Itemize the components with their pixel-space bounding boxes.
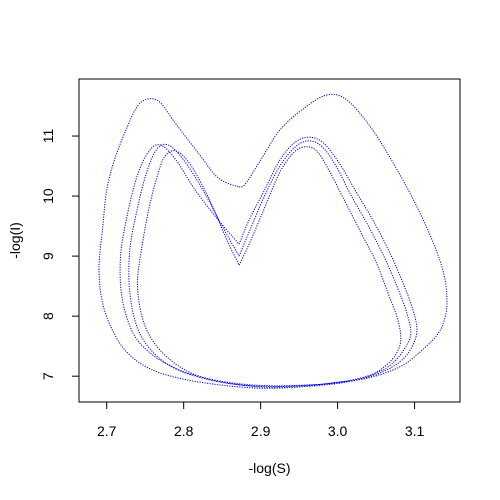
y-axis-title: -log(I)	[7, 222, 23, 259]
y-axis: 7 8 9 10 11	[40, 129, 80, 380]
y-tick-label: 7	[40, 372, 56, 380]
y-tick-label: 11	[40, 129, 56, 144]
x-tick-label: 3.1	[405, 423, 425, 439]
x-tick-label: 2.9	[251, 423, 271, 439]
y-tick-label: 9	[40, 252, 56, 260]
y-tick-label: 8	[40, 312, 56, 320]
plot-curves	[98, 93, 448, 389]
x-tick-label: 2.7	[97, 423, 117, 439]
x-axis-title: -log(S)	[248, 460, 290, 476]
x-axis: 2.7 2.8 2.9 3.0 3.1	[97, 401, 425, 439]
x-tick-label: 2.8	[174, 423, 194, 439]
y-tick-label: 10	[40, 188, 56, 204]
x-tick-label: 3.0	[328, 423, 348, 439]
trajectory-loop-2	[136, 146, 402, 388]
